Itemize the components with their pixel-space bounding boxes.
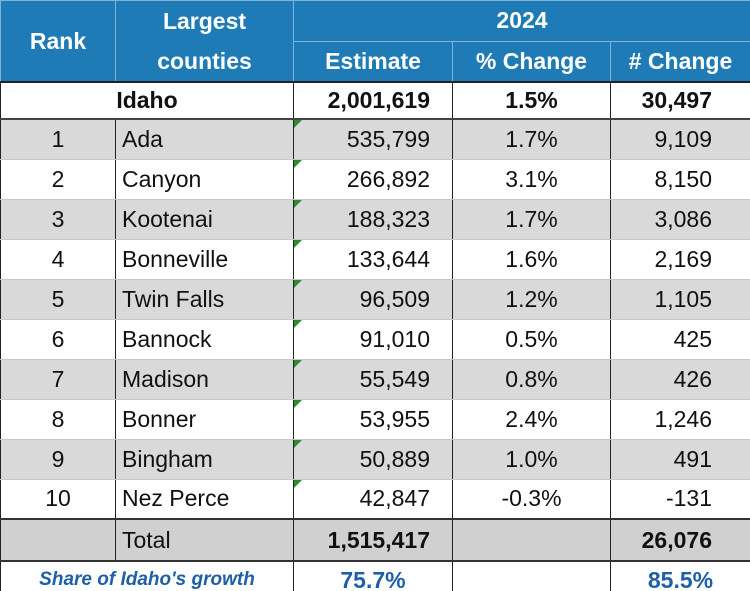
estimate: 42,847 [293, 479, 453, 520]
rank: 1 [0, 119, 116, 160]
pct-change: 3.1% [452, 159, 611, 200]
rank-header: Rank [0, 0, 116, 83]
estimate: 91,010 [293, 319, 453, 360]
share-label: Share of Idaho's growth [0, 561, 294, 591]
county: Bannock [115, 319, 294, 360]
rank: 6 [0, 319, 116, 360]
header-row: Estimate % Change # Change [1, 40, 750, 83]
rank: 9 [0, 439, 116, 480]
share-row: Share of Idaho's growth 75.7% 85.5% [0, 561, 750, 591]
state-estimate: 2,001,619 [293, 81, 453, 120]
estimate: 188,323 [293, 199, 453, 240]
pct-change-header: % Change [452, 40, 611, 83]
num-change: 491 [610, 439, 750, 480]
num-change: 425 [610, 319, 750, 360]
county: Kootenai [115, 199, 294, 240]
county-row: 5 Twin Falls 96,509 1.2% 1,105 [0, 279, 750, 320]
num-change: 3,086 [610, 199, 750, 240]
pct-change: 2.4% [452, 399, 611, 440]
county-row: 1 Ada 535,799 1.7% 9,109 [0, 119, 750, 160]
pct-change: 0.5% [452, 319, 611, 360]
rank: 10 [0, 479, 116, 520]
num-change: -131 [610, 479, 750, 520]
rank: 5 [0, 279, 116, 320]
rank: 3 [0, 199, 116, 240]
empty-cell [0, 518, 116, 562]
county-row: 10 Nez Perce 42,847 -0.3% -131 [0, 479, 750, 520]
share-num-change: 85.5% [610, 561, 750, 591]
pct-change: 1.0% [452, 439, 611, 480]
counties-header: Largest counties [115, 0, 294, 83]
estimate: 50,889 [293, 439, 453, 480]
estimate: 53,955 [293, 399, 453, 440]
state-pct-change: 1.5% [452, 81, 611, 120]
state-row: Idaho 2,001,619 1.5% 30,497 [0, 81, 750, 120]
rank: 7 [0, 359, 116, 400]
total-num-change: 26,076 [610, 518, 750, 562]
total-row: Total 1,515,417 26,076 [0, 518, 750, 562]
share-estimate: 75.7% [293, 561, 453, 591]
pct-change: 0.8% [452, 359, 611, 400]
num-change: 1,105 [610, 279, 750, 320]
estimate: 96,509 [293, 279, 453, 320]
county: Bingham [115, 439, 294, 480]
estimate: 55,549 [293, 359, 453, 400]
pct-change: -0.3% [452, 479, 611, 520]
pct-change: 1.2% [452, 279, 611, 320]
county: Bonner [115, 399, 294, 440]
empty-cell [452, 518, 611, 562]
county: Bonneville [115, 239, 294, 280]
estimate: 266,892 [293, 159, 453, 200]
total-estimate: 1,515,417 [293, 518, 453, 562]
estimate-header: Estimate [293, 40, 453, 83]
year-header: 2024 [293, 0, 750, 42]
rank: 4 [0, 239, 116, 280]
county-row: 2 Canyon 266,892 3.1% 8,150 [0, 159, 750, 200]
rank: 2 [0, 159, 116, 200]
empty-cell [452, 561, 611, 591]
num-change: 426 [610, 359, 750, 400]
state-num-change: 30,497 [610, 81, 750, 120]
pct-change: 1.6% [452, 239, 611, 280]
header-row: Rank Largest counties 2024 [0, 0, 750, 83]
county-row: 9 Bingham 50,889 1.0% 491 [0, 439, 750, 480]
estimate: 133,644 [293, 239, 453, 280]
county: Ada [115, 119, 294, 160]
county-row: 8 Bonner 53,955 2.4% 1,246 [0, 399, 750, 440]
num-change: 2,169 [610, 239, 750, 280]
state-name: Idaho [0, 81, 294, 120]
pct-change: 1.7% [452, 119, 611, 160]
table-header: Rank Largest counties 2024 Estimate % Ch… [0, 0, 750, 83]
num-change: 1,246 [610, 399, 750, 440]
county-row: 3 Kootenai 188,323 1.7% 3,086 [0, 199, 750, 240]
county-row: 6 Bannock 91,010 0.5% 425 [0, 319, 750, 360]
num-change: 9,109 [610, 119, 750, 160]
county-row: 7 Madison 55,549 0.8% 426 [0, 359, 750, 400]
county-row: 4 Bonneville 133,644 1.6% 2,169 [0, 239, 750, 280]
table-footer: Total 1,515,417 26,076 Share of Idaho's … [0, 518, 750, 591]
num-change: 8,150 [610, 159, 750, 200]
county: Madison [115, 359, 294, 400]
total-label: Total [115, 518, 294, 562]
rank: 8 [0, 399, 116, 440]
estimate: 535,799 [293, 119, 453, 160]
county: Canyon [115, 159, 294, 200]
num-change-header: # Change [610, 40, 750, 83]
county: Nez Perce [115, 479, 294, 520]
table-body: Idaho 2,001,619 1.5% 30,497 1 Ada 535,799 1… [0, 81, 750, 520]
pct-change: 1.7% [452, 199, 611, 240]
county: Twin Falls [115, 279, 294, 320]
